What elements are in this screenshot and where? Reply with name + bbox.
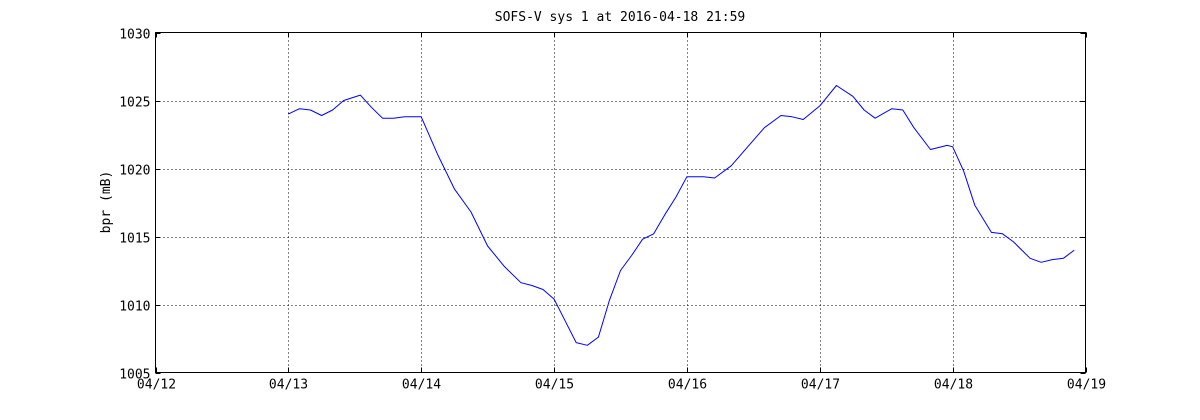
tick-layer [155, 32, 1087, 374]
y-tick-label: 1015 [119, 232, 150, 247]
x-tick-label: 04/16 [668, 378, 707, 393]
plot-frame [155, 32, 1086, 373]
x-tick-label: 04/19 [1067, 378, 1106, 393]
y-tick-label: 1020 [119, 164, 150, 179]
x-tick-label: 04/15 [535, 378, 574, 393]
y-axis-label: bpr (mB) [99, 171, 114, 234]
x-tick-label: 04/13 [269, 378, 308, 393]
y-tick-label: 1030 [119, 28, 150, 43]
x-tick-label: 04/12 [137, 378, 176, 393]
y-tick-label: 1010 [119, 300, 150, 315]
tick-label-layer: 04/12 04/13 04/14 04/15 04/16 04/17 04/18 04/19… [119, 28, 1106, 393]
grid-layer [155, 32, 1086, 373]
y-tick-label: 1025 [119, 96, 150, 111]
series-layer [288, 85, 1075, 346]
x-tick-label: 04/17 [801, 378, 840, 393]
y-tick-label: 1005 [119, 368, 150, 383]
x-tick-label: 04/18 [934, 378, 973, 393]
chart-title: SOFS-V sys 1 at 2016-04-18 21:59 [495, 10, 745, 25]
series-line [288, 85, 1075, 346]
x-tick-label: 04/14 [402, 378, 441, 393]
